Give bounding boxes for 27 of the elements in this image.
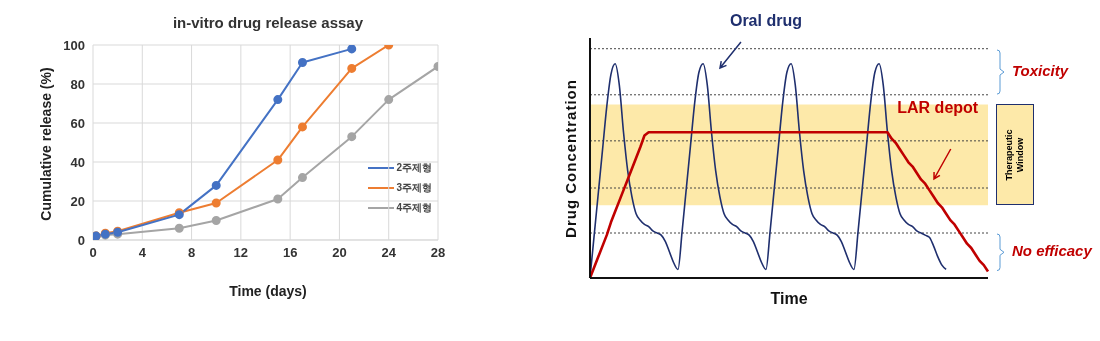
x-tick-label: 20 <box>332 245 347 261</box>
text: Oral drug <box>720 12 811 30</box>
legend-label: 4주제형 <box>396 201 432 215</box>
band-label: Therapeutic Window <box>1004 128 1026 183</box>
y-tick-label: 60 <box>70 115 85 131</box>
y-tick-label: 100 <box>63 37 85 53</box>
legend-label: 2주제형 <box>396 161 432 175</box>
y-axis-title: Cumulative release (%) <box>38 66 54 223</box>
text: No efficacy <box>1012 242 1092 260</box>
y-axis-title: Drug Concentration <box>561 78 579 241</box>
y-tick-label: 80 <box>70 76 85 92</box>
text: Toxicity <box>1012 61 1069 79</box>
x-tick-label: 28 <box>430 245 446 261</box>
y-tick-label: 0 <box>77 232 85 248</box>
y-tick-label: 40 <box>70 154 85 170</box>
series-label: LAR depot <box>896 98 980 117</box>
x-axis-title: Time (days) <box>228 283 308 299</box>
legend-label: 3주제형 <box>396 181 432 195</box>
x-tick-label: 16 <box>282 245 298 261</box>
x-tick-label: 4 <box>138 245 147 261</box>
x-tick-label: 8 <box>187 245 196 261</box>
x-tick-label: 24 <box>381 245 397 261</box>
chart-title: in-vitro drug release assay <box>171 14 365 31</box>
x-tick-label: 12 <box>233 245 249 261</box>
x-tick-label: 0 <box>89 245 97 261</box>
y-tick-label: 20 <box>70 193 85 209</box>
x-axis-title: Time <box>769 290 809 308</box>
